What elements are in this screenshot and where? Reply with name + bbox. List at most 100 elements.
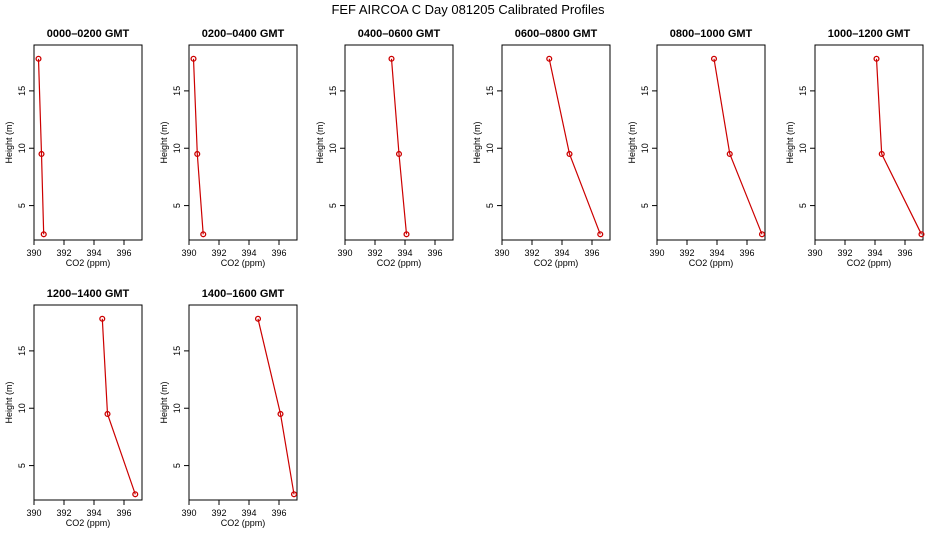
- x-tick-label: 396: [271, 508, 286, 518]
- y-tick-label: 5: [328, 203, 338, 208]
- panel-title: 0600–0800 GMT: [515, 28, 598, 40]
- x-tick-label: 392: [56, 508, 71, 518]
- plot-frame: [814, 44, 924, 241]
- panel-title: 1200–1400 GMT: [47, 288, 130, 300]
- panels-group: 0000–0200 GMT 390 392 394 396 5 10 15 CO2 (ppm) H…: [4, 28, 925, 528]
- x-axis-label: CO2 (ppm): [66, 258, 111, 268]
- profile-point: [546, 55, 553, 62]
- profile-point: [200, 231, 207, 238]
- panel-title: 0200–0400 GMT: [202, 28, 285, 40]
- y-tick-label: 15: [17, 346, 27, 356]
- profile-point: [277, 410, 284, 418]
- profile-line: [875, 58, 923, 235]
- y-tick-label: 5: [172, 203, 182, 208]
- y-tick-label: 10: [172, 143, 182, 153]
- y-axis-label: Height (m): [472, 121, 482, 163]
- profile-point: [710, 55, 718, 62]
- y-tick-label: 5: [640, 203, 650, 208]
- panel-7: 1200–1400 GMT 390 392 394 396 5 10 15 CO2 (ppm) H…: [4, 288, 143, 528]
- panel-5: 0800–1000 GMT 390 392 394 396 5 10 15 CO2 (ppm) H…: [627, 28, 766, 268]
- profile-line: [713, 58, 763, 235]
- y-axis-label: Height (m): [159, 121, 169, 163]
- x-axis-label: CO2 (ppm): [66, 518, 111, 528]
- x-tick-label: 392: [367, 248, 382, 258]
- y-tick-label: 15: [328, 86, 338, 96]
- y-tick-label: 10: [328, 143, 338, 153]
- y-tick-label: 15: [640, 86, 650, 96]
- panel-title: 1400–1600 GMT: [202, 288, 285, 300]
- profile-point: [388, 55, 395, 62]
- panel-title: 1000–1200 GMT: [828, 28, 911, 40]
- y-tick-label: 5: [17, 463, 27, 468]
- y-tick-label: 10: [17, 143, 27, 153]
- profile-point: [758, 231, 766, 238]
- panel-6: 1000–1200 GMT 390 392 394 396 5 10 15 CO2 (ppm) H…: [785, 28, 925, 268]
- x-tick-label: 396: [584, 248, 599, 258]
- y-tick-label: 15: [17, 86, 27, 96]
- x-tick-label: 396: [427, 248, 442, 258]
- y-axis-label: Height (m): [159, 381, 169, 423]
- profile-point: [918, 231, 925, 238]
- x-tick-label: 390: [337, 248, 352, 258]
- y-axis-label: Height (m): [627, 121, 637, 163]
- panel-4: 0600–0800 GMT 390 392 394 396 5 10 15 CO2 (ppm) H…: [472, 28, 611, 268]
- profile-point: [395, 150, 403, 158]
- y-tick-label: 15: [172, 346, 182, 356]
- x-axis-label: CO2 (ppm): [377, 258, 422, 268]
- plot-frame: [188, 304, 298, 501]
- plot-frame: [501, 44, 611, 241]
- x-axis-label: CO2 (ppm): [221, 258, 266, 268]
- x-axis-label: CO2 (ppm): [689, 258, 734, 268]
- profile-point: [132, 491, 139, 498]
- x-tick-label: 396: [739, 248, 754, 258]
- profile-point: [566, 150, 573, 158]
- y-tick-label: 5: [172, 463, 182, 468]
- profile-point: [873, 55, 880, 62]
- x-tick-label: 392: [211, 508, 226, 518]
- profile-point: [190, 55, 197, 62]
- panel-2: 0200–0400 GMT 390 392 394 396 5 10 15 CO2 (ppm) H…: [159, 28, 298, 268]
- y-axis-label: Height (m): [4, 381, 14, 423]
- panel-1: 0000–0200 GMT 390 392 394 396 5 10 15 CO2 (ppm) H…: [4, 28, 143, 268]
- x-tick-label: 394: [241, 248, 256, 258]
- profile-point: [597, 231, 604, 238]
- panel-title: 0000–0200 GMT: [47, 28, 130, 40]
- x-tick-label: 394: [709, 248, 724, 258]
- profile-point: [40, 231, 47, 238]
- x-tick-label: 394: [241, 508, 256, 518]
- x-tick-label: 394: [867, 248, 882, 258]
- panel-title: 0400–0600 GMT: [358, 28, 441, 40]
- y-tick-label: 10: [485, 143, 495, 153]
- x-tick-label: 390: [26, 248, 41, 258]
- y-tick-label: 10: [798, 143, 808, 153]
- plot-frame: [188, 44, 298, 241]
- profile-line: [390, 58, 408, 235]
- profile-point: [726, 150, 733, 158]
- x-tick-label: 394: [86, 248, 101, 258]
- x-tick-label: 390: [26, 508, 41, 518]
- profile-point: [403, 231, 410, 238]
- x-tick-label: 394: [397, 248, 412, 258]
- profile-point: [290, 491, 298, 498]
- x-tick-label: 392: [211, 248, 226, 258]
- plot-frame: [656, 44, 766, 241]
- y-tick-label: 10: [17, 403, 27, 413]
- x-tick-label: 394: [554, 248, 569, 258]
- x-tick-label: 394: [86, 508, 101, 518]
- plot-frame: [33, 44, 143, 241]
- y-axis-label: Height (m): [785, 121, 795, 163]
- figure-title: FEF AIRCOA C Day 081205 Calibrated Profi…: [331, 2, 605, 17]
- x-axis-label: CO2 (ppm): [221, 518, 266, 528]
- x-axis-label: CO2 (ppm): [534, 258, 579, 268]
- x-tick-label: 390: [649, 248, 664, 258]
- y-tick-label: 15: [798, 86, 808, 96]
- x-tick-label: 390: [181, 248, 196, 258]
- y-axis-label: Height (m): [4, 121, 14, 163]
- x-tick-label: 390: [181, 508, 196, 518]
- panel-title: 0800–1000 GMT: [670, 28, 753, 40]
- x-tick-label: 392: [837, 248, 852, 258]
- x-tick-label: 390: [807, 248, 822, 258]
- y-tick-label: 15: [172, 86, 182, 96]
- x-axis-label: CO2 (ppm): [847, 258, 892, 268]
